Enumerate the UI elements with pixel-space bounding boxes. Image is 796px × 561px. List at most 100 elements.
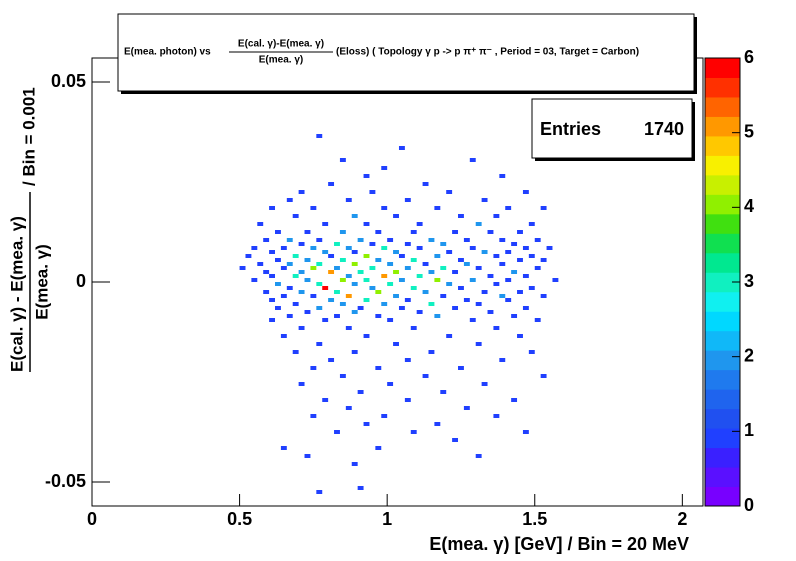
cell xyxy=(310,414,317,418)
cell xyxy=(369,266,376,270)
palette-swatch xyxy=(705,233,740,254)
cell xyxy=(257,222,264,226)
cell xyxy=(363,298,370,302)
cell xyxy=(263,290,270,294)
cell xyxy=(375,230,382,234)
cell xyxy=(269,274,276,278)
cell xyxy=(304,230,311,234)
cell xyxy=(381,166,388,170)
cell xyxy=(475,302,482,306)
cell xyxy=(475,222,482,226)
cell xyxy=(310,366,317,370)
cell xyxy=(458,366,464,370)
cell xyxy=(440,266,447,270)
cell xyxy=(269,298,276,302)
cell xyxy=(546,246,553,250)
cell xyxy=(410,430,417,434)
cell xyxy=(339,374,346,378)
cell xyxy=(452,230,459,234)
cell xyxy=(269,250,276,254)
cell xyxy=(292,214,299,218)
cell xyxy=(410,286,417,290)
cell xyxy=(310,294,317,298)
cell xyxy=(434,422,441,426)
cell xyxy=(511,242,518,246)
cell xyxy=(404,198,411,202)
cell xyxy=(375,258,382,262)
cell xyxy=(434,254,441,258)
cell xyxy=(298,270,305,274)
cell xyxy=(540,258,547,262)
cell xyxy=(381,302,388,306)
cell xyxy=(387,238,394,242)
cell xyxy=(322,286,329,290)
title-denominator: E(mea. γ) xyxy=(259,55,303,66)
cell xyxy=(351,250,358,254)
cell xyxy=(292,274,299,278)
x-tick-label: 0.5 xyxy=(227,509,252,529)
palette-swatch xyxy=(705,369,740,390)
cell xyxy=(345,326,352,330)
cell xyxy=(422,262,429,266)
cell xyxy=(357,270,364,274)
cell xyxy=(404,266,411,270)
cell xyxy=(269,318,276,322)
cell xyxy=(493,326,500,330)
x-axis-title: E(mea. γ) [GeV] / Bin = 20 MeV xyxy=(429,534,689,554)
cell xyxy=(257,262,264,266)
cell xyxy=(363,278,370,282)
cell xyxy=(393,294,399,298)
cell xyxy=(528,222,535,226)
cell xyxy=(469,278,476,282)
cell xyxy=(522,306,529,310)
cell xyxy=(552,278,559,282)
title-numerator: E(cal. γ)-E(mea. γ) xyxy=(238,39,324,50)
palette-swatch xyxy=(705,350,740,371)
cell xyxy=(463,406,470,410)
cell xyxy=(540,206,547,210)
cell xyxy=(239,266,246,270)
cell xyxy=(339,302,346,306)
palette-swatch xyxy=(705,116,740,137)
cell xyxy=(517,290,523,294)
cell xyxy=(522,190,529,194)
cell xyxy=(363,422,370,426)
cell xyxy=(286,198,293,202)
cell xyxy=(298,382,305,386)
cell xyxy=(375,366,382,370)
x-tick-label: 1 xyxy=(382,509,392,529)
z-tick-label: 5 xyxy=(744,121,754,141)
cell xyxy=(416,274,423,278)
cell xyxy=(452,306,459,310)
cell xyxy=(292,302,299,306)
cell xyxy=(304,258,311,262)
cell xyxy=(522,246,529,250)
cell xyxy=(381,206,388,210)
cell xyxy=(416,246,423,250)
cell xyxy=(316,282,323,286)
y-title-numerator: E(cal. γ) - E(mea. γ) xyxy=(7,216,26,372)
cell xyxy=(463,298,470,302)
cell xyxy=(369,190,376,194)
cell xyxy=(263,270,270,274)
cell xyxy=(304,278,311,282)
cell xyxy=(298,326,305,330)
palette-swatch xyxy=(705,77,740,98)
cell xyxy=(528,286,535,290)
cell xyxy=(375,290,382,294)
cell xyxy=(357,486,364,490)
cell xyxy=(345,294,352,298)
cell xyxy=(339,278,346,282)
cell xyxy=(404,298,411,302)
cell xyxy=(251,278,258,282)
cell xyxy=(381,414,388,418)
palette-swatch xyxy=(705,486,740,507)
cell xyxy=(511,270,518,274)
cell xyxy=(334,314,340,318)
cell xyxy=(528,254,535,258)
cell xyxy=(422,182,429,186)
cell xyxy=(487,230,494,234)
cell xyxy=(499,294,506,298)
palette-swatch xyxy=(705,135,740,156)
